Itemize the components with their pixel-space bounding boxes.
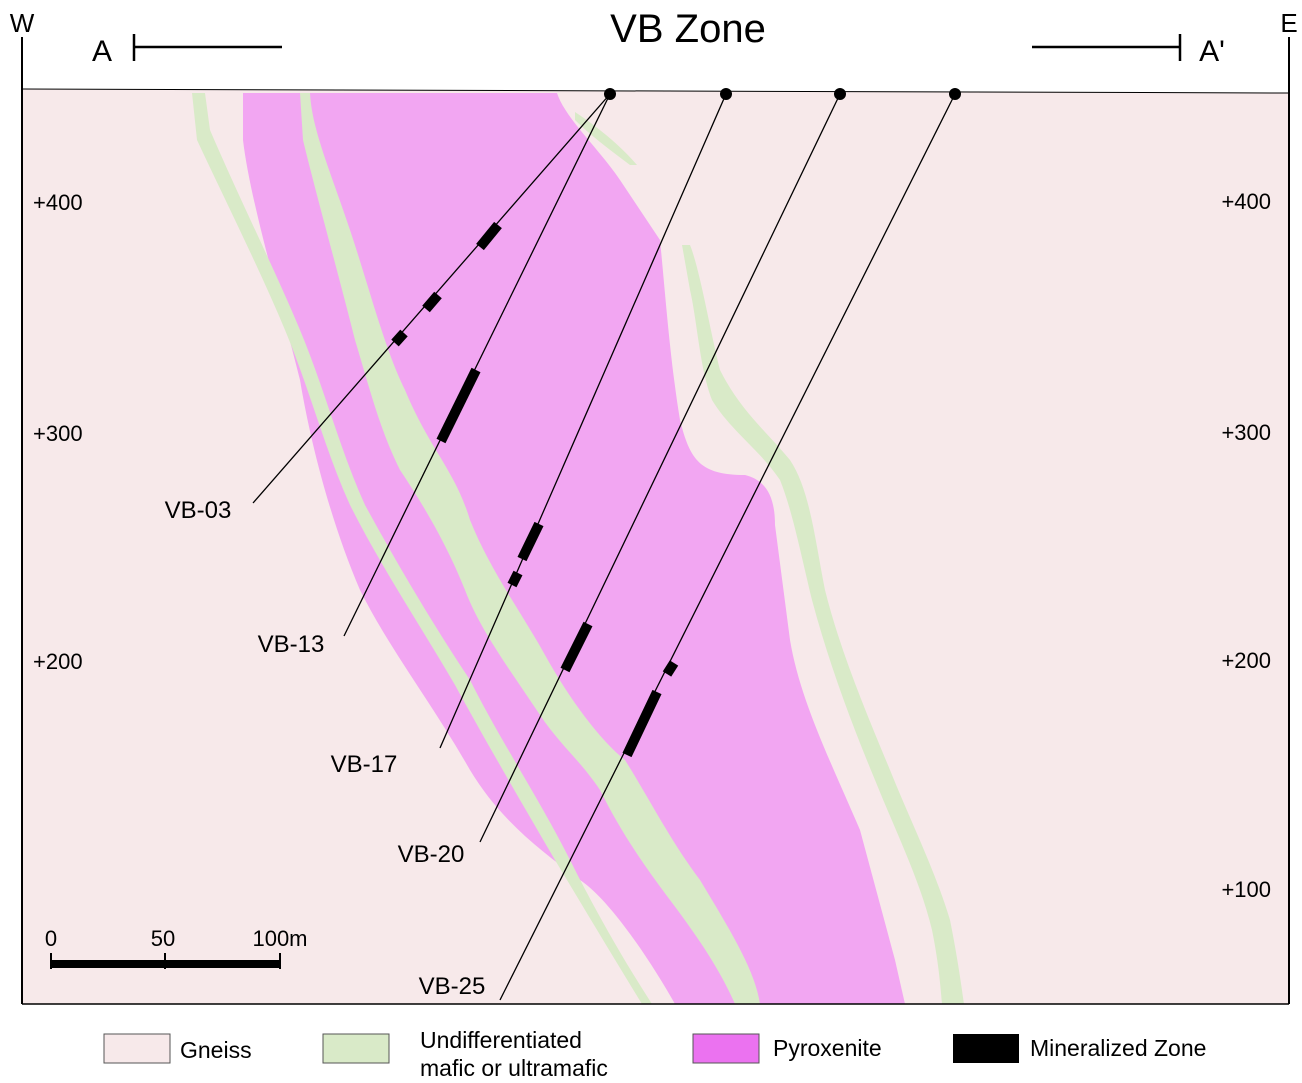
mineralized-interval bbox=[512, 573, 518, 585]
elevation-label-left: +400 bbox=[33, 190, 83, 215]
legend: Gneiss Undifferentiated mafic or ultrama… bbox=[104, 1027, 1206, 1081]
scale-bar-label: 0 bbox=[45, 926, 57, 951]
legend-label-mafic-line1: Undifferentiated bbox=[420, 1027, 582, 1053]
elevation-label-left: +200 bbox=[33, 649, 83, 674]
drillhole-label: VB-13 bbox=[258, 631, 325, 658]
elevation-label-right: +300 bbox=[1221, 420, 1271, 445]
drillhole-label: VB-17 bbox=[331, 751, 398, 778]
section-start-label: A bbox=[92, 35, 112, 68]
collar-point bbox=[834, 88, 846, 100]
legend-label-pyroxenite: Pyroxenite bbox=[773, 1035, 882, 1061]
legend-swatch-gneiss bbox=[104, 1034, 170, 1063]
scale-bar-label: 100m bbox=[252, 926, 307, 951]
elevation-label-right: +400 bbox=[1221, 189, 1271, 214]
collar-point bbox=[604, 88, 616, 100]
collar-point bbox=[720, 88, 732, 100]
scale-bar-label: 50 bbox=[151, 926, 175, 951]
legend-label-mafic-line2: mafic or ultramafic bbox=[420, 1055, 608, 1081]
elevation-label-right: +200 bbox=[1221, 648, 1271, 673]
drillhole-label: VB-20 bbox=[398, 841, 465, 868]
legend-swatch-mineralized bbox=[953, 1034, 1019, 1063]
elevation-label-right: +100 bbox=[1221, 877, 1271, 902]
section-line-end-marker bbox=[1032, 34, 1180, 61]
legend-label-gneiss: Gneiss bbox=[180, 1037, 252, 1063]
drillhole-label: VB-03 bbox=[165, 497, 232, 524]
drillhole-label: VB-25 bbox=[419, 973, 486, 1000]
mineralized-interval bbox=[395, 333, 404, 343]
section-line-start-marker bbox=[134, 34, 282, 61]
collar-point bbox=[949, 88, 961, 100]
legend-swatch-mafic bbox=[323, 1034, 389, 1063]
elevation-label-left: +300 bbox=[33, 421, 83, 446]
legend-label-mineralized: Mineralized Zone bbox=[1030, 1035, 1206, 1061]
legend-swatch-pyroxenite bbox=[693, 1034, 759, 1063]
compass-east-label: E bbox=[1280, 8, 1297, 38]
compass-west-label: W bbox=[10, 8, 35, 38]
section-end-label: A' bbox=[1199, 35, 1225, 68]
diagram-title: VB Zone bbox=[610, 7, 766, 51]
mineralized-interval bbox=[667, 663, 674, 674]
